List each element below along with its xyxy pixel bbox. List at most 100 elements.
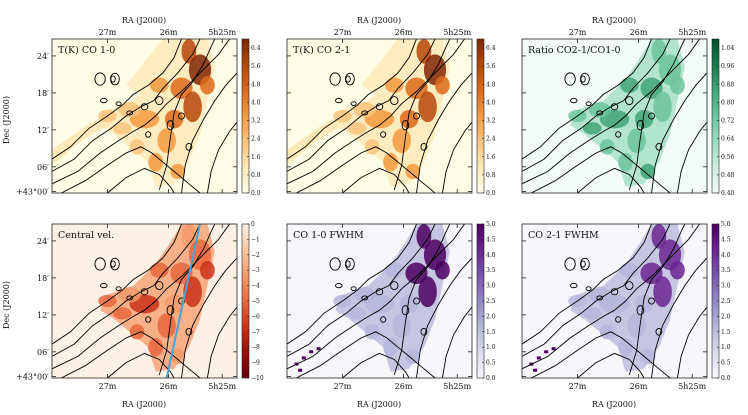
x-tick-label: 5h25m (208, 28, 236, 37)
colorbar-tick-label: 5.6 (486, 63, 496, 70)
colorbar-tick-label: 0.0 (486, 375, 496, 382)
emission-region (570, 39, 685, 187)
y-tick-label: 06′ (37, 348, 49, 357)
contour-line (393, 39, 451, 191)
emission-clump (118, 287, 141, 303)
contour-loop (615, 131, 622, 138)
y-axis-label-bottom: Dec (J2000) (2, 281, 11, 329)
emission-pixel (533, 368, 538, 372)
colorbar-tick-label: 0.96 (721, 63, 735, 70)
contour-loop (145, 131, 152, 138)
colorbar-tick-label: −9 (251, 360, 260, 367)
contour-loop (94, 257, 106, 271)
colorbar-tick-label: 5.6 (251, 63, 261, 70)
emission-clump (392, 313, 411, 338)
contour-line (206, 121, 237, 193)
x-tick-label: 26m (630, 382, 648, 391)
emission-clump (653, 91, 672, 123)
colorbar-tick-label: 1.6 (486, 154, 496, 161)
x-axis-label-top-3: RA (J2000) (592, 16, 636, 25)
y-tick-label: 24′ (37, 52, 49, 61)
y-axis-label-top: Dec (J2000) (2, 96, 11, 144)
contour-loop (110, 260, 116, 268)
contour-line (651, 257, 707, 378)
contour-line (531, 146, 671, 193)
colorbar-tick-label: 0.72 (721, 118, 735, 125)
emission-clump (113, 307, 132, 320)
emission-clump (618, 337, 633, 357)
contour-loop (570, 282, 578, 289)
contour-line (52, 39, 230, 185)
colorbar-tick-label: 2.0 (486, 313, 496, 320)
contour-line (522, 224, 700, 370)
contour-line (158, 224, 216, 376)
emission-clump (129, 324, 145, 340)
contour-line (181, 257, 237, 378)
colorbar-tick-label: 1.04 (721, 45, 735, 52)
emission-clump (435, 260, 450, 280)
colorbar-tick-label: 1.6 (251, 154, 261, 161)
colorbar-tick-label: 0.0 (251, 190, 261, 197)
colorbar-tick-label: −5 (251, 298, 260, 305)
emission-region (335, 224, 450, 372)
contour-loop (155, 281, 164, 291)
emission-region (570, 224, 685, 372)
emission-pixel (544, 350, 549, 354)
x-tick-label: 27m (569, 382, 587, 391)
emission-clump (383, 337, 398, 357)
emission-clump (627, 128, 646, 153)
colorbar-tick-label: 0.56 (721, 154, 735, 161)
colorbar-tick-label: 0.64 (721, 136, 735, 143)
contour-loop (335, 282, 343, 289)
contour-loop (375, 103, 384, 111)
contour-loop (350, 286, 357, 291)
emission-clump (416, 224, 432, 249)
colorbar-tick-label: 1.0 (721, 344, 731, 351)
emission-clump (583, 307, 602, 320)
colorbar (711, 38, 720, 194)
x-tick-label: 26m (160, 382, 178, 391)
colorbar-tick-label: −8 (251, 344, 260, 351)
y-tick-label: 12′ (37, 126, 49, 135)
y-tick-label: 06′ (37, 163, 49, 172)
contour-loop (420, 142, 428, 151)
panel-3: 27m 26m 5h25m Ratio CO2-1/CO1-0 0.40 0.48 0.56… (521, 28, 735, 197)
emission-clump (620, 77, 639, 93)
emission-clump (599, 139, 615, 155)
contour-loop (615, 316, 622, 323)
contour-line (287, 224, 465, 370)
contour-loop (361, 110, 369, 116)
colorbar-tick-label: 0.8 (486, 172, 496, 179)
contour-line (522, 39, 700, 185)
colorbar-tick-label: 3.5 (486, 267, 496, 274)
contour-loop (185, 327, 193, 336)
x-tick-label: 27m (334, 382, 352, 391)
contour-loop (361, 295, 369, 301)
x-tick-label: 5h25m (678, 28, 706, 37)
contour-line (416, 72, 472, 193)
contour-loop (610, 288, 619, 296)
colorbar-tick-label: 0.80 (721, 99, 735, 106)
emission-clump (405, 262, 428, 285)
emission-clump (150, 262, 169, 278)
emission-clump (348, 122, 367, 135)
x-axis-label-bottom-1: RA (J2000) (122, 400, 166, 409)
contour-loop (178, 112, 185, 120)
emission-clump (405, 77, 428, 100)
emission-pixel (298, 368, 303, 372)
contour-loop (610, 103, 619, 111)
emission-clump (653, 276, 672, 308)
contour-loop (115, 101, 122, 106)
colorbar (476, 38, 485, 194)
colorbar-tick-label: 2.5 (721, 298, 731, 305)
x-tick-label: 5h25m (678, 382, 706, 391)
contour-loop (115, 286, 122, 291)
contour-line (676, 121, 707, 193)
contour-line (107, 167, 175, 193)
contour-loop (625, 96, 634, 106)
contour-loop (100, 97, 108, 104)
colorbar (241, 38, 250, 194)
panel-title: T(K) CO 2-1 (293, 45, 350, 56)
contour-loop (380, 131, 387, 138)
contour-line (52, 39, 182, 160)
